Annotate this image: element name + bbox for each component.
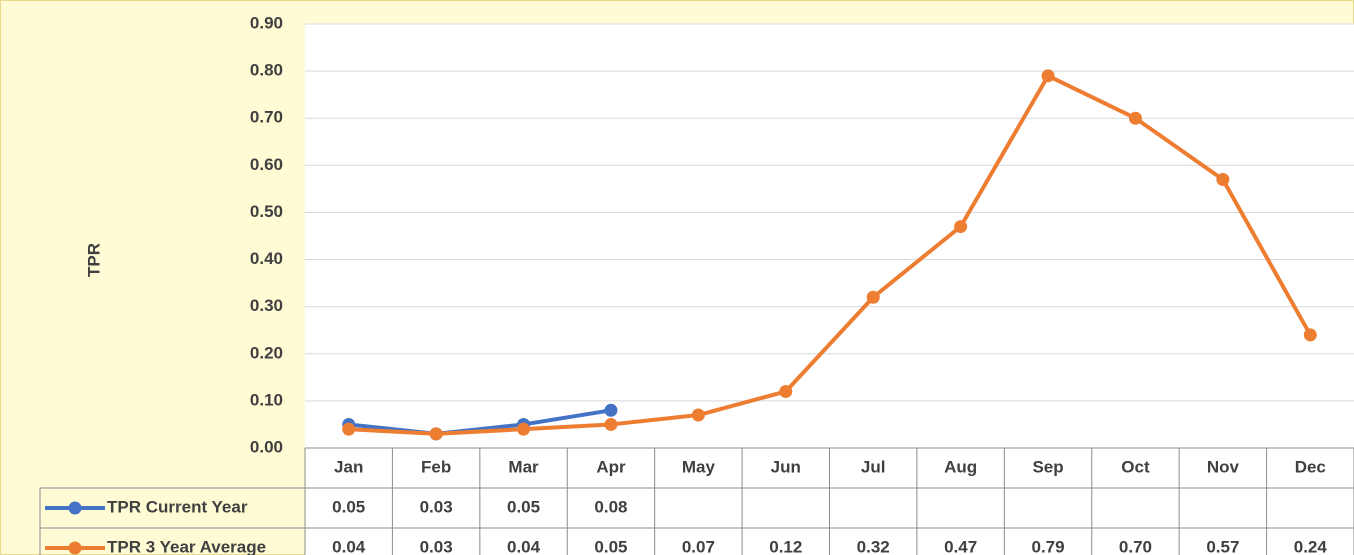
y-tick-label: 0.90 xyxy=(250,13,283,32)
y-tick-label: 0.80 xyxy=(250,61,283,80)
x-tick-label: Aug xyxy=(944,457,977,476)
x-tick-label: Feb xyxy=(421,457,451,476)
x-tick-label: Mar xyxy=(508,457,539,476)
x-tick-label: Jul xyxy=(861,457,886,476)
data-point xyxy=(429,427,443,441)
y-tick-label: 0.50 xyxy=(250,202,283,221)
table-value: 0.07 xyxy=(682,537,715,555)
series-line xyxy=(348,408,612,436)
table-value: 0.04 xyxy=(332,537,366,555)
table-value: 0.03 xyxy=(420,497,453,516)
y-axis-label: TPR xyxy=(84,243,103,277)
legend-label: TPR 3 Year Average xyxy=(107,537,266,555)
data-point xyxy=(1041,69,1055,83)
table-value: 0.03 xyxy=(420,537,453,555)
table-value: 0.05 xyxy=(507,497,540,516)
y-tick-label: 0.70 xyxy=(250,108,283,127)
data-point xyxy=(342,422,356,436)
x-tick-label: Sep xyxy=(1032,457,1063,476)
x-tick-label: May xyxy=(682,457,716,476)
x-tick-label: Jan xyxy=(334,457,363,476)
y-tick-label: 0.00 xyxy=(250,437,283,456)
data-point xyxy=(1128,111,1142,125)
data-point xyxy=(866,290,880,304)
x-tick-label: Apr xyxy=(596,457,626,476)
table-value: 0.08 xyxy=(594,497,627,516)
data-point xyxy=(954,220,968,234)
table-value: 0.05 xyxy=(332,497,365,516)
legend-label: TPR Current Year xyxy=(107,497,248,516)
y-tick-label: 0.20 xyxy=(250,343,283,362)
table-value: 0.32 xyxy=(857,537,890,555)
data-point xyxy=(779,384,793,398)
y-tick-label: 0.30 xyxy=(250,296,283,315)
x-tick-label: Nov xyxy=(1207,457,1240,476)
x-tick-label: Dec xyxy=(1295,457,1326,476)
table-value: 0.04 xyxy=(507,537,541,555)
legend-marker xyxy=(68,541,82,555)
data-point xyxy=(604,417,618,431)
data-point xyxy=(1303,328,1317,342)
table-value: 0.24 xyxy=(1294,537,1328,555)
data-point xyxy=(604,403,618,417)
data-point xyxy=(691,408,705,422)
x-tick-label: Jun xyxy=(771,457,801,476)
table-value: 0.12 xyxy=(769,537,802,555)
table-value: 0.70 xyxy=(1119,537,1152,555)
table-value: 0.79 xyxy=(1031,537,1064,555)
legend-marker xyxy=(68,501,82,515)
table-value: 0.47 xyxy=(944,537,977,555)
x-tick-label: Oct xyxy=(1121,457,1150,476)
table-value: 0.57 xyxy=(1206,537,1239,555)
y-tick-label: 0.40 xyxy=(250,249,283,268)
y-tick-label: 0.60 xyxy=(250,155,283,174)
table-value: 0.05 xyxy=(594,537,627,555)
data-point xyxy=(517,422,531,436)
series-line xyxy=(348,73,1313,436)
y-tick-label: 0.10 xyxy=(250,390,283,409)
data-point xyxy=(1216,172,1230,186)
